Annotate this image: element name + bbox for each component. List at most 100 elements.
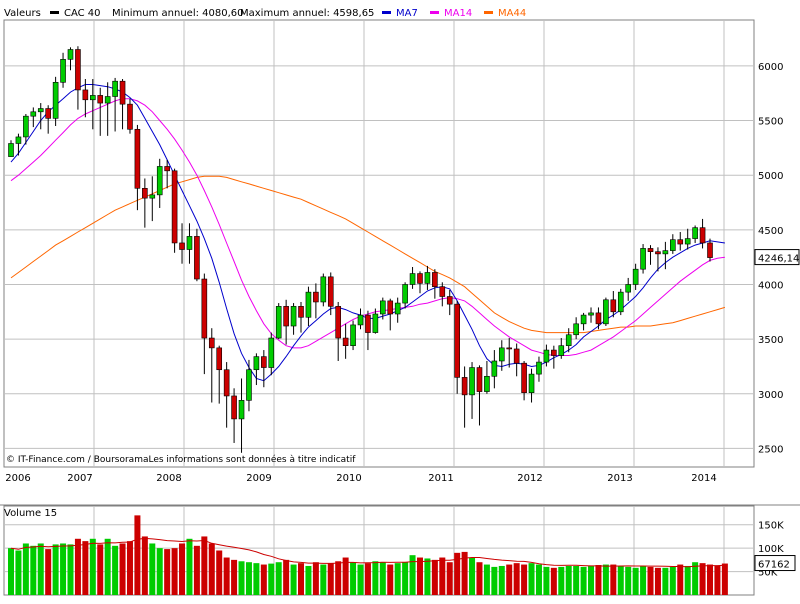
candle-body — [290, 306, 297, 327]
candle — [171, 168, 178, 253]
candle — [179, 223, 185, 264]
candle — [60, 52, 66, 88]
candle — [513, 343, 520, 377]
volume-bar — [573, 565, 580, 595]
candle-body — [491, 360, 498, 377]
volume-bar — [550, 567, 557, 595]
candle-body — [164, 166, 170, 172]
instrument-swatch — [50, 11, 59, 14]
candle-body — [216, 347, 223, 371]
legend-swatch-ma14 — [430, 11, 439, 14]
candle — [588, 307, 594, 323]
candle-body — [484, 375, 490, 392]
volume-bar — [580, 566, 587, 595]
candle-body — [253, 356, 260, 371]
candle — [543, 344, 550, 367]
volume-bar — [535, 564, 542, 595]
volume-bar — [394, 563, 401, 595]
candle-body — [417, 273, 423, 284]
candle — [23, 113, 29, 145]
candle-body — [692, 227, 698, 239]
candle — [357, 308, 364, 330]
volume-bar — [721, 563, 728, 595]
candle — [632, 263, 639, 290]
candle — [565, 328, 572, 353]
volume-bar — [320, 564, 327, 595]
x-axis-tick-label: 2013 — [607, 473, 632, 484]
candle — [603, 297, 609, 327]
candle-body — [194, 236, 200, 280]
candle — [142, 178, 148, 228]
price-axis-tick-label: 2500 — [758, 444, 783, 455]
legend-swatch-ma7 — [382, 11, 391, 14]
candle-body — [223, 369, 230, 397]
candle-body — [632, 268, 639, 285]
candle-body — [640, 248, 646, 270]
volume-label: Volume 15 — [4, 508, 57, 519]
volume-bar — [283, 559, 290, 595]
candle-body — [23, 115, 29, 138]
candle-body — [677, 239, 684, 245]
candle-body — [394, 302, 401, 315]
volume-bar — [625, 566, 632, 595]
candle-body — [350, 324, 356, 346]
volume-bar — [684, 565, 691, 595]
candle — [15, 133, 22, 156]
legend-label-ma7: MA7 — [396, 8, 418, 19]
legend-label-ma14: MA14 — [444, 8, 472, 19]
volume-bar — [22, 543, 29, 595]
volume-bar — [647, 566, 654, 595]
candle-body — [134, 128, 141, 189]
candle — [387, 298, 394, 331]
candle — [75, 46, 81, 110]
candle-body — [342, 337, 349, 346]
candle — [283, 299, 289, 345]
price-axis-tick-label: 4000 — [758, 280, 783, 291]
candle-body — [662, 250, 669, 255]
candle — [461, 366, 468, 428]
volume-bar — [707, 564, 713, 595]
volume-bar — [602, 564, 609, 595]
candle — [164, 159, 170, 189]
candle-body — [327, 276, 334, 307]
candle — [194, 228, 200, 282]
volume-bar — [268, 563, 275, 595]
candle-body — [380, 300, 386, 315]
price-axis-tick-label: 5500 — [758, 117, 783, 128]
volume-bar — [431, 559, 438, 595]
volume-bar — [364, 563, 371, 595]
instrument-name: CAC 40 — [64, 8, 101, 19]
candle-body — [30, 111, 37, 117]
price-plot-frame — [3, 19, 755, 468]
candle-body — [699, 227, 706, 244]
candle — [253, 353, 260, 386]
volume-bar — [610, 564, 617, 595]
candle — [432, 269, 438, 299]
candle-body — [707, 242, 713, 258]
candle-body — [37, 108, 44, 113]
x-axis-tick-label: 2010 — [336, 473, 361, 484]
candle — [684, 228, 691, 250]
candle — [655, 247, 661, 272]
volume-bar — [357, 564, 364, 595]
candle — [30, 107, 37, 128]
x-axis-tick-label: 2014 — [691, 473, 716, 484]
candle-body — [432, 272, 438, 287]
candle — [424, 265, 431, 290]
candle-body — [469, 367, 475, 396]
candle-body — [357, 314, 364, 326]
candle — [551, 345, 557, 369]
volume-bar — [104, 538, 111, 595]
volume-bar — [439, 557, 446, 595]
volume-bar — [387, 564, 394, 595]
volume-bar — [30, 545, 37, 595]
volume-bar — [446, 562, 453, 595]
volume-bar — [119, 543, 126, 595]
candle-body — [498, 347, 505, 362]
volume-bar — [60, 543, 67, 595]
candle-body — [275, 306, 282, 339]
candle-body — [365, 314, 371, 333]
candle-body — [543, 349, 550, 363]
